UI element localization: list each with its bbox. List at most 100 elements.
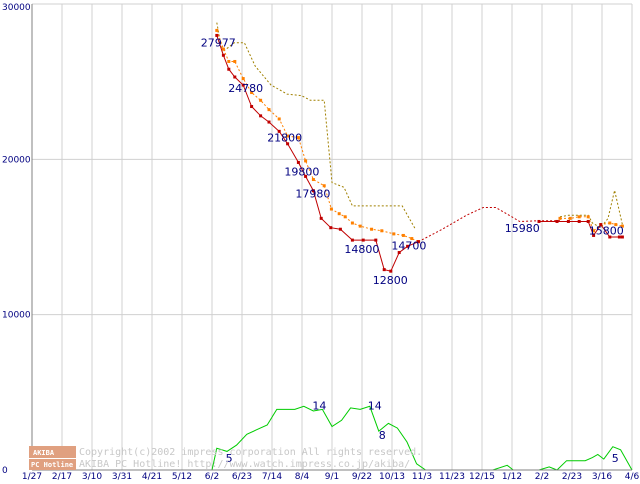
annotation-layer: 27977 24780 21800 19800 17980 14800 12800 14700… (201, 36, 624, 465)
x-tick-label: 5/12 (172, 472, 192, 480)
data-point-avg-price (267, 108, 271, 112)
data-point-min-price (215, 33, 219, 37)
x-tick-label: 2/17 (52, 472, 72, 480)
data-point-min-price (374, 238, 378, 242)
data-point-avg-price (296, 136, 300, 140)
data-point-avg-price (250, 91, 254, 95)
grid-layer (31, 3, 633, 470)
x-tick-label: 10/13 (379, 472, 405, 480)
data-point-late-min-price (592, 233, 596, 237)
x-tick-label: 11/23 (439, 472, 465, 480)
data-point-late-avg-price (586, 215, 590, 219)
data-label: 8 (379, 429, 386, 442)
data-point-min-price (259, 114, 263, 118)
x-tick-label: 3/10 (82, 472, 102, 480)
data-point-min-price (397, 251, 401, 255)
data-point-avg-price (358, 224, 362, 228)
x-tick-label: 4/6 (625, 472, 640, 480)
data-label: 14700 (391, 240, 426, 253)
data-point-min-price (296, 160, 300, 164)
data-point-late-min-price (566, 219, 570, 223)
data-point-avg-price (227, 59, 231, 63)
data-label: 5 (612, 452, 619, 465)
data-point-late-min-price (555, 219, 559, 223)
x-tick-label: 8/4 (295, 472, 310, 480)
data-label: 24780 (228, 82, 263, 95)
series-line-late-min-price (539, 221, 623, 238)
data-point-avg-price (221, 47, 225, 51)
data-point-min-price (338, 227, 342, 231)
logo-bottom-text: PC Hotline (31, 461, 73, 469)
x-tick-label: 11/3 (412, 472, 432, 480)
series-line-late-max-price (559, 190, 623, 229)
series-layer (32, 22, 633, 471)
x-tick-label: 1/27 (22, 472, 42, 480)
data-point-min-price (221, 53, 225, 57)
x-tick-label: 12/15 (469, 472, 495, 480)
data-label: 15800 (589, 225, 624, 238)
copyright-line-2: AKIBA PC Hotline! http://www.watch.impre… (79, 459, 410, 470)
data-point-min-price (319, 216, 323, 220)
data-label: 15980 (505, 222, 540, 235)
data-point-min-price (286, 142, 290, 146)
data-point-min-price (382, 268, 386, 272)
series-line-avg-price (216, 30, 419, 243)
data-point-avg-price (311, 178, 315, 182)
data-point-min-price (389, 269, 393, 273)
y-tick-label: 0 (2, 466, 8, 476)
data-point-min-price (361, 238, 365, 242)
x-tick-label: 7/14 (262, 472, 282, 480)
data-point-min-price (241, 83, 245, 87)
data-point-avg-price (401, 233, 405, 237)
x-tick-label: 2/2 (535, 472, 549, 480)
data-label: 27977 (201, 36, 236, 49)
data-point-min-price (267, 120, 271, 124)
data-point-min-price (406, 244, 410, 248)
data-label: 17980 (295, 188, 330, 201)
y-tick-label: 30000 (2, 3, 31, 13)
data-point-late-min-price (620, 235, 624, 239)
x-tick-label: 2/23 (562, 472, 582, 480)
data-point-avg-price (343, 215, 347, 219)
data-point-min-price (227, 67, 231, 71)
x-tick-label: 6/23 (232, 472, 252, 480)
data-label: 14800 (344, 243, 379, 256)
data-point-late-avg-price (558, 216, 562, 220)
copyright-line-1: Copyright(c)2002 impress corporation All… (79, 447, 422, 458)
data-point-avg-price (259, 98, 263, 102)
data-point-avg-price (329, 207, 333, 211)
data-point-min-price (250, 105, 254, 109)
data-point-avg-price (215, 28, 219, 32)
data-label: 12800 (373, 274, 408, 287)
data-point-late-avg-price (614, 223, 618, 227)
series-line-min-price (216, 35, 419, 272)
data-point-late-min-price (599, 223, 603, 227)
data-point-avg-price (350, 221, 354, 225)
data-point-avg-price (322, 184, 326, 188)
x-tick-label: 1/12 (502, 472, 522, 480)
x-tick-label: 6/2 (205, 472, 219, 480)
series-line-late-avg-price (560, 216, 623, 232)
data-point-late-avg-price (608, 221, 612, 225)
x-tick-label: 9/22 (352, 472, 372, 480)
data-point-min-price (350, 238, 354, 242)
series-line-price-trend-gap (418, 207, 560, 243)
data-point-min-price (304, 174, 308, 178)
axis-layer: 1/27 2/17 3/10 3/31 4/21 5/12 6/2 6/23 7/14 8/4 9/… (2, 3, 640, 482)
logo-top-text: AKIBA (33, 449, 55, 457)
x-tick-label: 4/21 (142, 472, 162, 480)
data-point-late-min-price (577, 219, 581, 223)
x-tick-label: 3/16 (592, 472, 612, 480)
data-point-avg-price (337, 212, 341, 216)
series-line-max-price (216, 22, 416, 230)
data-point-min-price (329, 226, 333, 230)
data-label: 5 (226, 452, 233, 465)
data-point-avg-price (392, 232, 396, 236)
data-point-late-avg-price (568, 216, 572, 220)
data-point-avg-price (233, 59, 237, 63)
data-point-late-min-price (617, 235, 621, 239)
akiba-logo: AKIBA PC Hotline (29, 446, 76, 470)
data-label: 19800 (284, 165, 319, 178)
data-label: 14 (368, 399, 382, 412)
